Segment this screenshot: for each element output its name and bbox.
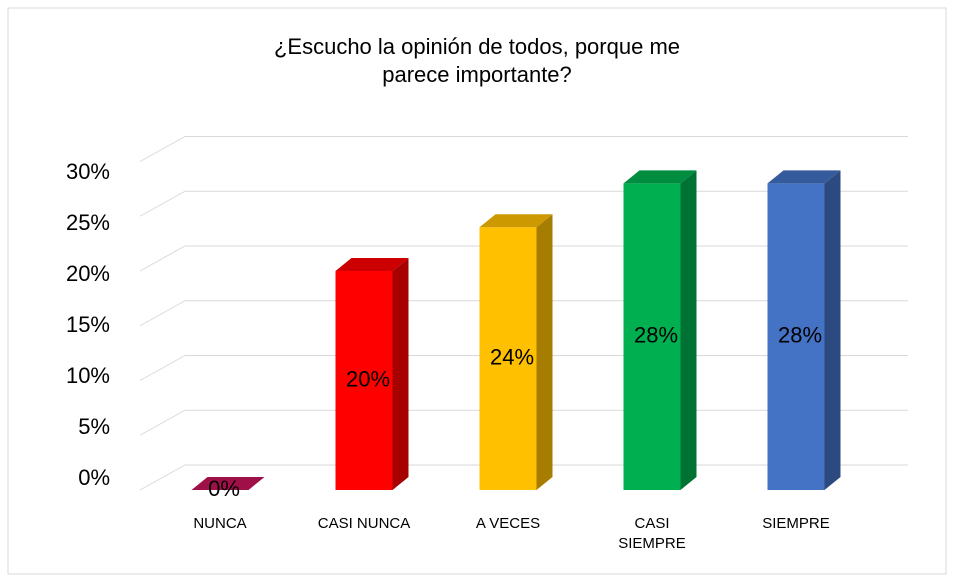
y-tick-label: 10%: [66, 363, 110, 388]
grid-line-side: [139, 464, 186, 491]
y-tick-label: 25%: [66, 210, 110, 235]
grid-line-side: [139, 136, 186, 162]
bar-side: [536, 214, 553, 490]
y-tick-label: 20%: [66, 261, 110, 286]
data-label: 0%: [208, 476, 240, 501]
data-label: 20%: [346, 366, 390, 391]
data-label: 28%: [634, 323, 678, 348]
bar-front: [335, 271, 393, 490]
bar-top: [623, 170, 697, 184]
data-label: 28%: [778, 323, 822, 348]
bar: [479, 214, 553, 490]
x-tick-label: CASI NUNCA: [317, 515, 411, 532]
bar-front: [767, 183, 825, 490]
grid-line-side: [139, 300, 186, 327]
bar-side: [392, 258, 409, 490]
data-label: 24%: [490, 344, 534, 369]
bar-top: [767, 170, 841, 184]
grid-line-side: [139, 355, 186, 381]
bar: [623, 170, 697, 490]
bar-side: [824, 170, 841, 490]
bar-top: [191, 477, 265, 490]
y-tick-label: 15%: [66, 312, 110, 337]
grid-line-side: [139, 245, 186, 272]
grid-line-side: [139, 409, 186, 436]
chart-title: ¿Escucho la opinión de todos, porque me p…: [274, 34, 680, 87]
x-tick-label: A VECES: [475, 515, 541, 532]
bar-front: [479, 227, 537, 490]
x-tick-label: SIEMPRE: [762, 515, 830, 532]
y-tick-label: 0%: [78, 465, 110, 490]
bar-top: [335, 258, 409, 271]
bar-top: [479, 214, 553, 228]
y-tick-label: 30%: [66, 159, 110, 184]
grid-line-side: [139, 190, 186, 217]
bar: [191, 477, 265, 490]
x-tick-label: NUNCA: [193, 515, 247, 532]
y-tick-label: 5%: [78, 414, 110, 439]
bar: [767, 170, 841, 490]
x-tick-label: CASI SIEMPRE: [618, 515, 686, 552]
bar: [335, 258, 409, 490]
bar-side: [680, 170, 697, 490]
bar-front: [623, 183, 681, 490]
